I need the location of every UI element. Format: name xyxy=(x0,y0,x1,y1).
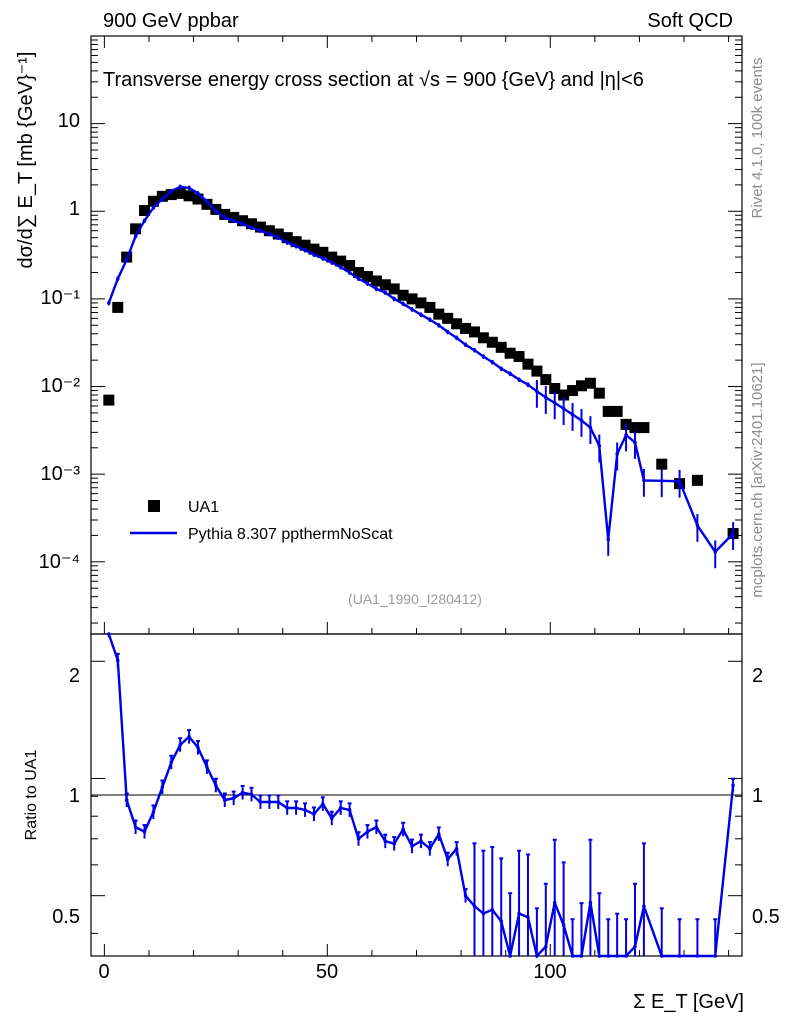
data-point xyxy=(254,221,266,233)
data-point xyxy=(219,208,231,220)
data-point xyxy=(424,301,436,313)
main-y-tick-label: 10⁻¹ xyxy=(41,287,81,309)
data-point xyxy=(567,385,579,397)
data-point xyxy=(308,243,320,255)
main-panel-frame xyxy=(90,35,743,635)
main-y-tick-label: 10⁻³ xyxy=(41,463,81,485)
data-point xyxy=(112,301,124,313)
ratio-y-tick-label-right: 1 xyxy=(752,785,763,807)
main-y-tick-label: 10⁻⁴ xyxy=(39,551,80,573)
ratio-y-axis-label: Ratio to UA1 xyxy=(23,750,40,841)
data-point xyxy=(299,239,311,251)
data-point xyxy=(335,255,347,267)
data-point xyxy=(361,271,373,283)
data-point xyxy=(495,341,507,353)
ratio-line xyxy=(107,633,735,959)
axis-ticks xyxy=(91,36,742,956)
data-point xyxy=(584,377,596,389)
data-point xyxy=(638,422,650,434)
data-point xyxy=(156,190,168,202)
mc-line xyxy=(107,185,734,554)
data-point xyxy=(504,347,516,359)
data-point xyxy=(531,365,543,377)
main-title: Transverse energy cross section at √s = … xyxy=(103,69,644,91)
ratio-y-tick-label-right: 2 xyxy=(752,665,763,687)
data-point xyxy=(237,215,249,227)
ratio-y-tick-label: 1 xyxy=(69,785,80,807)
legend-data-marker xyxy=(148,500,160,512)
ratio-y-tick-label: 0.5 xyxy=(52,906,80,928)
ratio-panel-marks xyxy=(106,632,736,959)
main-y-tick-label: 10⁻² xyxy=(41,375,81,397)
data-point xyxy=(656,458,668,470)
data-point xyxy=(513,351,525,363)
data-point xyxy=(486,336,498,348)
data-point xyxy=(379,279,391,291)
data-point xyxy=(174,187,186,199)
data-point xyxy=(575,380,587,392)
ratio-y-tick-label: 2 xyxy=(69,665,80,687)
data-point xyxy=(549,382,561,394)
data-point xyxy=(602,405,614,417)
main-y-tick-label: 10 xyxy=(58,110,80,132)
data-point xyxy=(165,189,177,201)
data-point xyxy=(558,389,570,401)
header-right-label: Soft QCD xyxy=(647,10,733,32)
data-point xyxy=(281,232,293,244)
data-point xyxy=(290,236,302,248)
x-tick-label: 100 xyxy=(533,961,566,983)
main-y-tick-label: 1 xyxy=(69,198,80,220)
header-left-label: 900 GeV ppbar xyxy=(103,10,239,32)
data-point xyxy=(130,223,142,235)
data-point xyxy=(370,275,382,287)
data-point xyxy=(139,205,151,217)
rivet-version-label: Rivet 4.1.0, 100k events xyxy=(749,58,766,219)
main-panel-marks xyxy=(103,184,739,569)
legend-data-label: UA1 xyxy=(188,499,219,516)
data-point xyxy=(263,225,275,237)
data-point xyxy=(460,322,472,334)
data-point xyxy=(477,332,489,344)
legend-mc-label: Pythia 8.307 ppthermNoScat xyxy=(188,526,393,543)
analysis-tag: (UA1_1990_I280412) xyxy=(348,591,482,607)
data-point xyxy=(246,218,258,230)
data-point xyxy=(691,474,703,486)
data-point xyxy=(103,394,115,406)
x-axis-label: Σ E_T [GeV] xyxy=(633,991,744,1013)
data-point xyxy=(397,289,409,301)
data-point xyxy=(611,405,623,417)
data-point xyxy=(433,308,445,320)
data-point xyxy=(593,387,605,399)
mcplots-label: mcplots.cern.ch [arXiv:2401.10621] xyxy=(749,362,766,597)
data-point xyxy=(147,195,159,207)
data-point xyxy=(406,293,418,305)
ratio-y-tick-label-right: 0.5 xyxy=(752,906,780,928)
data-point xyxy=(415,297,427,309)
data-point xyxy=(228,211,240,223)
data-point xyxy=(326,251,338,263)
data-point xyxy=(468,326,480,338)
data-point xyxy=(344,260,356,272)
data-point xyxy=(442,312,454,324)
data-point xyxy=(272,228,284,240)
main-y-axis-label: dσ/d∑ E_T [mb {GeV}⁻¹] xyxy=(15,52,37,269)
x-tick-label: 0 xyxy=(98,961,109,983)
x-tick-label: 50 xyxy=(316,961,338,983)
data-point xyxy=(183,190,195,202)
data-point xyxy=(451,318,463,330)
data-point xyxy=(540,374,552,386)
data-point xyxy=(522,358,534,370)
data-point xyxy=(192,193,204,205)
data-point xyxy=(317,246,329,258)
data-point xyxy=(388,283,400,295)
data-point xyxy=(629,422,641,434)
data-point xyxy=(201,198,213,210)
data-point xyxy=(353,267,365,279)
